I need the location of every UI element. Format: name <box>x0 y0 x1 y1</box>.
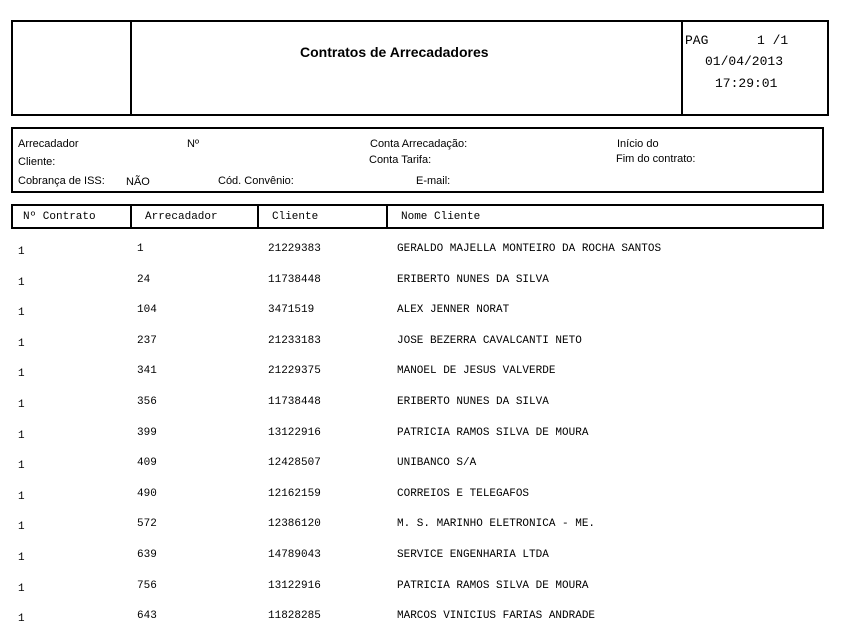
table-cell: SERVICE ENGENHARIA LTDA <box>397 549 549 561</box>
table-cell: 21233183 <box>268 334 321 347</box>
divider <box>681 22 683 114</box>
table-cell: ERIBERTO NUNES DA SILVA <box>397 273 549 286</box>
page-number: 1 /1 <box>757 33 789 48</box>
report-title: Contratos de Arrecadadores <box>300 44 489 60</box>
report-header: Contratos de Arrecadadores PAG 1 /1 01/0… <box>11 20 829 116</box>
report-time: 17:29:01 <box>715 76 778 91</box>
table-cell: 1 <box>18 429 25 442</box>
table-cell: 12386120 <box>268 518 321 531</box>
table-cell: 21229375 <box>268 365 321 378</box>
table-cell: 24 <box>137 273 151 286</box>
table-cell: JOSE BEZERRA CAVALCANTI NETO <box>397 334 582 347</box>
column-header: Cliente <box>272 211 319 223</box>
cliente-label: Cliente: <box>18 156 56 168</box>
table-cell: 1 <box>18 582 25 595</box>
column-header: Arrecadador <box>145 211 218 223</box>
table-cell: 356 <box>137 396 157 408</box>
table-cell: 1 <box>18 613 25 626</box>
column-header: Nome Cliente <box>401 211 481 223</box>
table-cell: 1 <box>18 337 25 350</box>
table-cell: 756 <box>137 579 157 592</box>
table-cell: 11828285 <box>268 610 321 623</box>
column-header: Nº Contrato <box>23 211 96 223</box>
email-label: E-mail: <box>416 175 451 187</box>
table-cell: UNIBANCO S/A <box>397 457 477 470</box>
table-cell: PATRICIA RAMOS SILVA DE MOURA <box>397 426 589 439</box>
cobranca-iss-value: NÃO <box>126 176 150 188</box>
table-cell: 13122916 <box>268 426 321 439</box>
table-cell: 639 <box>137 549 157 561</box>
report-date: 01/04/2013 <box>705 54 784 69</box>
table-cell: 1 <box>18 552 25 564</box>
table-cell: 11738448 <box>268 396 321 408</box>
table-cell: 237 <box>137 334 157 347</box>
table-cell: ALEX JENNER NORAT <box>397 304 510 317</box>
table-cell: 490 <box>137 487 157 500</box>
table-cell: 1 <box>18 368 25 381</box>
table-cell: 14789043 <box>268 549 321 561</box>
table-cell: PATRICIA RAMOS SILVA DE MOURA <box>397 579 589 592</box>
conta-tarifa-label: Conta Tarifa: <box>369 154 432 166</box>
fim-contrato-label: Fim do contrato: <box>616 153 696 165</box>
table-cell: 11738448 <box>268 273 321 286</box>
cobranca-iss-label: Cobrança de ISS: <box>18 175 105 187</box>
table-cell: 399 <box>137 426 157 439</box>
table-cell: M. S. MARINHO ELETRONICA - ME. <box>397 518 596 531</box>
table-cell: 1 <box>18 490 25 503</box>
table-cell: 1 <box>18 246 25 258</box>
table-cell: MARCOS VINICIUS FARIAS ANDRADE <box>397 610 596 623</box>
table-cell: ERIBERTO NUNES DA SILVA <box>397 396 549 408</box>
table-cell: 21229383 <box>268 243 321 255</box>
arrecadador-label: Arrecadador <box>18 138 79 150</box>
table-header: Nº Contrato Arrecadador Cliente Nome Cli… <box>11 204 824 229</box>
table-cell: 572 <box>137 518 157 531</box>
filter-panel: Arrecadador Nº Conta Arrecadação: Início… <box>11 127 824 193</box>
table-cell: 1 <box>18 460 25 473</box>
inicio-label: Início do <box>617 138 659 150</box>
divider <box>130 22 132 114</box>
table-cell: 1 <box>18 521 25 534</box>
table-cell: GERALDO MAJELLA MONTEIRO DA ROCHA SANTOS <box>397 243 662 255</box>
table-cell: 104 <box>137 304 157 317</box>
table-cell: CORREIOS E TELEGAFOS <box>397 487 530 500</box>
table-cell: 13122916 <box>268 579 321 592</box>
conta-arrecadacao-label: Conta Arrecadação: <box>370 138 468 150</box>
table-cell: 1 <box>137 243 144 255</box>
table-cell: 1 <box>18 399 25 411</box>
table-cell: 409 <box>137 457 157 470</box>
table-cell: 341 <box>137 365 157 378</box>
table-cell: 12428507 <box>268 457 321 470</box>
table-cell: 12162159 <box>268 487 321 500</box>
page-label: PAG <box>685 33 709 48</box>
table-cell: MANOEL DE JESUS VALVERDE <box>397 365 556 378</box>
table-cell: 3471519 <box>268 304 315 317</box>
cod-convenio-label: Cód. Convênio: <box>218 175 294 187</box>
table-cell: 643 <box>137 610 157 623</box>
table-cell: 1 <box>18 307 25 320</box>
table-cell: 1 <box>18 276 25 289</box>
numero-label: Nº <box>187 138 199 150</box>
